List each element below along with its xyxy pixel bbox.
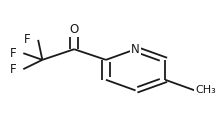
Text: F: F — [24, 33, 31, 46]
Text: F: F — [9, 63, 16, 76]
Text: N: N — [131, 43, 140, 56]
Text: CH₃: CH₃ — [195, 85, 216, 95]
Text: F: F — [9, 47, 16, 60]
Text: O: O — [69, 23, 79, 36]
